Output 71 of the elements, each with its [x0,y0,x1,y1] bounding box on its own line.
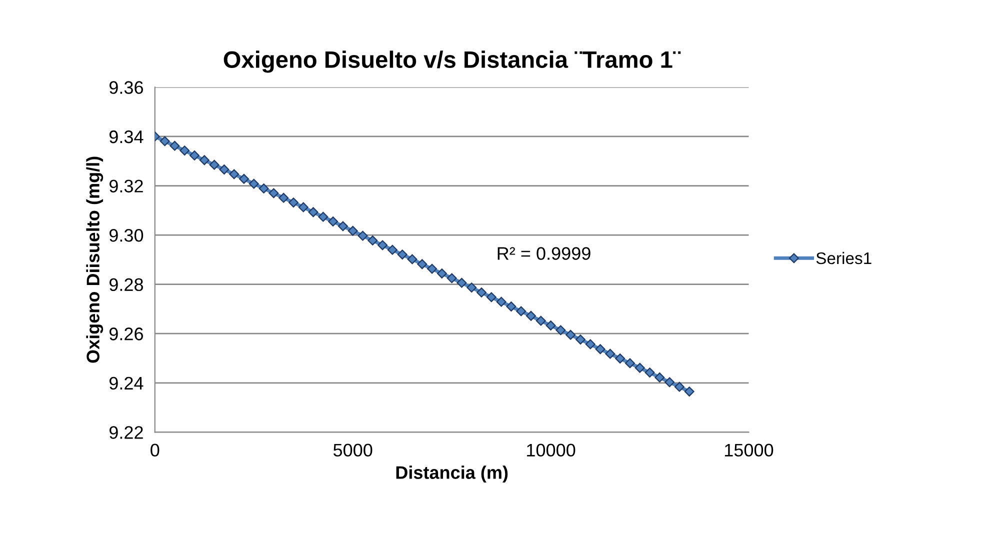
y-tick-label: 9.32 [110,180,143,192]
point [219,164,230,174]
point [348,226,358,236]
point [516,306,526,316]
y-tick-label: 9.36 [110,81,144,94]
x-tick-label: 0 [150,444,160,457]
point [397,250,408,260]
point [476,287,486,298]
point [654,372,665,382]
point [536,316,546,326]
point [466,282,477,293]
point [368,236,378,246]
legend-label: Series1 [816,252,872,264]
point [407,254,418,264]
point [318,212,328,222]
point [427,264,437,274]
point [180,146,190,156]
point [288,198,298,208]
point [358,230,368,241]
point [526,310,536,321]
y-tick-label: 9.30 [110,228,144,242]
chart-title: Oxigeno Disuelto v/s Distancia ¨Tramo 1¨ [224,50,681,73]
x-tick-label: 10000 [527,444,576,457]
point [338,221,348,232]
point [456,278,467,288]
x-axis-title: Distancia (m) [396,466,508,483]
point [595,344,606,354]
point [378,240,388,250]
point [546,320,556,330]
point [644,368,655,378]
point [486,292,496,302]
x-tick-label: 5000 [333,444,372,457]
point [436,268,447,278]
point [278,192,289,203]
y-tick-label: 9.28 [110,278,144,292]
point [624,358,635,368]
point [566,330,576,340]
point [417,259,428,270]
point [190,150,200,160]
point [387,244,398,255]
point [268,188,279,198]
point [615,354,626,364]
point [664,377,675,388]
point [248,178,259,189]
point [674,382,684,392]
point [446,273,457,284]
point [258,184,269,194]
point [328,216,338,226]
y-tick-label: 9.34 [110,130,144,144]
annotation: R² = 0.9999 [498,247,590,260]
point [298,202,308,212]
point [496,296,506,307]
point [229,169,240,180]
point [556,325,566,336]
point [506,302,516,312]
point [684,386,694,396]
y-tick-label: 9.22 [110,426,143,439]
point [199,155,210,166]
y-tick-label: 9.24 [110,376,144,390]
point [239,174,249,184]
point [585,339,596,350]
point [170,140,180,151]
point [605,348,616,359]
x-tick-label: 15000 [724,444,774,457]
point [576,334,586,345]
y-tick-label: 9.26 [110,328,144,340]
point [634,362,645,373]
point [209,160,220,170]
point [308,207,318,218]
point [160,136,170,146]
y-axis-title: Oxigeno Diisuelto (mg/l) [86,156,104,363]
